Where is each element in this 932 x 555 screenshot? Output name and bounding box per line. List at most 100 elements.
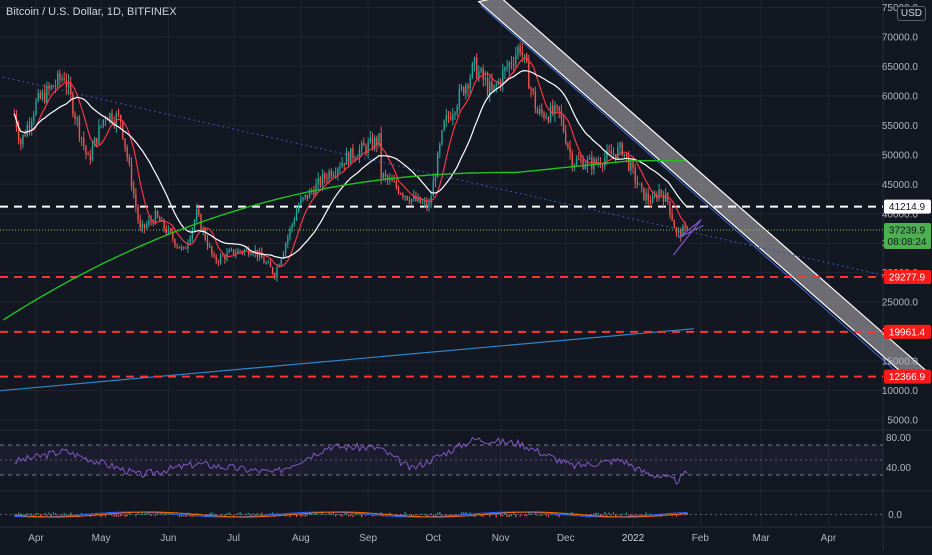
candle	[658, 184, 659, 202]
candle-body	[576, 159, 577, 165]
candle	[146, 221, 147, 230]
price-tick-label: 65000.0	[882, 62, 919, 73]
time-tick-label: Aug	[292, 533, 310, 544]
osc-bar	[526, 515, 527, 517]
candle	[276, 265, 277, 282]
candle	[428, 198, 429, 212]
candle-body	[224, 256, 225, 260]
osc-bar	[537, 515, 538, 516]
candle	[341, 157, 342, 168]
candle-body	[53, 86, 54, 87]
osc-bar	[517, 514, 518, 515]
candle	[183, 246, 184, 250]
osc-bar	[535, 513, 536, 514]
candle	[480, 67, 481, 73]
candle	[50, 84, 51, 90]
osc-bar	[439, 512, 440, 515]
candle-body	[263, 258, 264, 263]
candle-body	[493, 85, 494, 90]
candle-body	[435, 177, 436, 180]
candle-body	[281, 259, 282, 266]
osc-bar	[530, 513, 531, 514]
candle	[420, 196, 421, 203]
candle-body	[198, 209, 199, 214]
candle-body	[515, 55, 516, 65]
candle	[678, 227, 679, 238]
candle	[29, 118, 30, 136]
level-tag-label: 41214.9	[889, 202, 926, 213]
osc-bar	[42, 515, 43, 516]
candle-body	[480, 69, 481, 72]
osc-bar	[242, 514, 243, 515]
candle	[318, 172, 319, 189]
candle-body	[541, 109, 542, 113]
candle-body	[456, 107, 457, 113]
candle-body	[654, 195, 655, 197]
candle	[398, 185, 399, 195]
osc-bar	[237, 513, 238, 515]
candle	[90, 150, 91, 165]
candle-body	[220, 256, 221, 263]
osc-bar	[229, 512, 230, 514]
candle	[207, 235, 208, 250]
candle	[85, 145, 86, 159]
price-tick-label: 55000.0	[882, 121, 919, 132]
candle	[576, 155, 577, 166]
osc-bar	[38, 513, 39, 515]
candle	[33, 111, 34, 126]
candle	[572, 150, 573, 172]
osc-bar	[685, 515, 686, 516]
chart-title: Bitcoin / U.S. Dollar, 1D, BITFINEX	[6, 6, 177, 18]
osc-bar	[20, 513, 21, 514]
candle-body	[231, 249, 232, 250]
candle-body	[215, 257, 216, 262]
candle-body	[398, 188, 399, 194]
osc-bar	[422, 514, 423, 515]
candle-body	[77, 118, 78, 119]
candle-body	[44, 92, 45, 102]
candle-body	[64, 78, 65, 80]
candle	[281, 258, 282, 267]
candle	[92, 140, 93, 162]
osc-bar	[509, 515, 510, 518]
candle	[22, 134, 23, 148]
candle-body	[543, 113, 544, 118]
candle	[218, 260, 219, 267]
osc-bar	[116, 515, 117, 517]
candle	[27, 121, 28, 137]
osc-bar	[31, 513, 32, 514]
candle	[589, 155, 590, 160]
osc-bar	[124, 515, 125, 517]
candle	[118, 108, 119, 117]
candle-body	[22, 135, 23, 144]
candle-body	[287, 237, 288, 244]
osc-bar	[257, 513, 258, 515]
candle	[287, 234, 288, 248]
candle-body	[409, 200, 410, 203]
candle	[459, 84, 460, 111]
candle-body	[27, 125, 28, 136]
candle-body	[676, 228, 677, 232]
currency-button[interactable]: USD	[897, 6, 926, 21]
candle	[181, 245, 182, 252]
candle-body	[674, 221, 675, 229]
candle-body	[439, 144, 440, 153]
osc-bar	[48, 512, 49, 514]
candle	[289, 226, 290, 240]
candle-body	[509, 63, 510, 68]
osc-bar	[61, 515, 62, 516]
candle-body	[157, 211, 158, 217]
osc-bar	[622, 514, 623, 515]
candle-body	[504, 68, 505, 71]
candle	[569, 140, 570, 159]
candle-body	[363, 143, 364, 146]
candle	[189, 235, 190, 244]
candle-body	[302, 197, 303, 199]
candle	[404, 195, 405, 201]
candle-body	[320, 178, 321, 185]
candle	[205, 227, 206, 241]
candle	[650, 195, 651, 207]
osc-bar	[404, 512, 405, 515]
osc-bar	[318, 514, 319, 515]
